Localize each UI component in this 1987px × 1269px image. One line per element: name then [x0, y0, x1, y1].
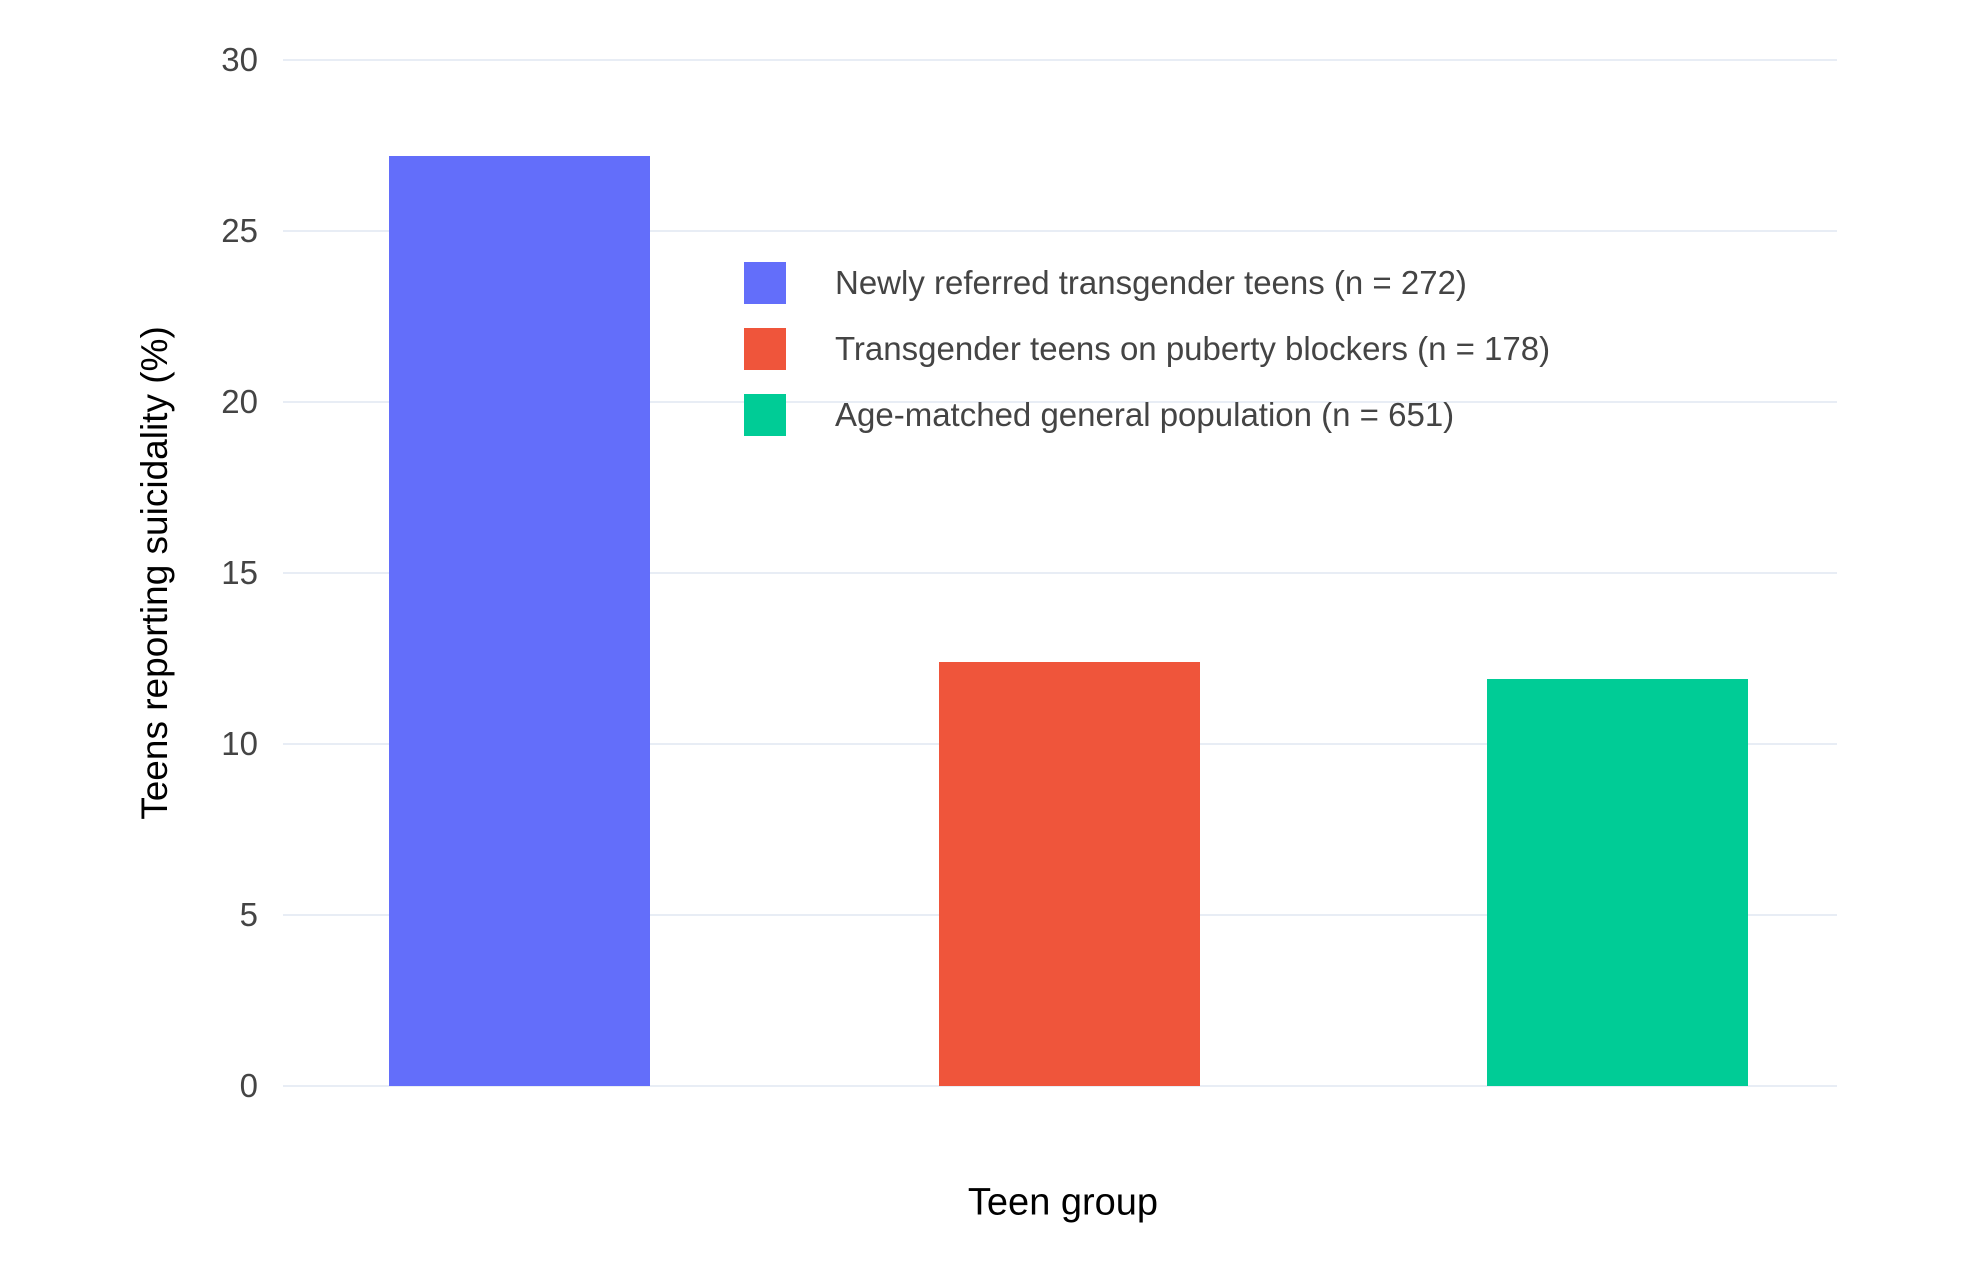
y-tick-label-30: 30 [221, 41, 258, 78]
gridline-y-15 [283, 572, 1837, 574]
y-tick-label-10: 10 [221, 725, 258, 762]
legend-item-label: Age-matched general population (n = 651) [835, 396, 1455, 433]
bar-1[interactable] [938, 662, 1200, 1086]
y-axis-title: Teens reporting suicidality (%) [134, 326, 175, 820]
legend-item-2[interactable]: Age-matched general population (n = 651) [744, 382, 1550, 448]
y-tick-label-20: 20 [221, 383, 258, 420]
legend-item-1[interactable]: Transgender teens on puberty blockers (n… [744, 316, 1550, 382]
legend-item-label: Newly referred transgender teens (n = 27… [835, 264, 1467, 301]
legend-item-0[interactable]: Newly referred transgender teens (n = 27… [744, 250, 1550, 316]
gridline-y-25 [283, 230, 1837, 232]
gridline-y-0 [283, 1085, 1837, 1087]
x-axis-title: Teen group [967, 1181, 1159, 1224]
legend: Newly referred transgender teens (n = 27… [744, 250, 1550, 448]
gridline-y-20 [283, 401, 1837, 403]
legend-item-label: Transgender teens on puberty blockers (n… [835, 330, 1551, 367]
y-tick-label-15: 15 [221, 554, 258, 591]
legend-swatch-icon [744, 328, 786, 370]
gridline-y-30 [283, 59, 1837, 61]
y-tick-label-25: 25 [221, 212, 258, 249]
bar-2[interactable] [1487, 679, 1748, 1086]
bar-0[interactable] [389, 156, 650, 1086]
legend-swatch-icon [744, 394, 786, 436]
y-tick-label-0: 0 [239, 1067, 258, 1104]
legend-swatch-icon [744, 262, 786, 304]
y-tick-label-5: 5 [239, 896, 258, 933]
